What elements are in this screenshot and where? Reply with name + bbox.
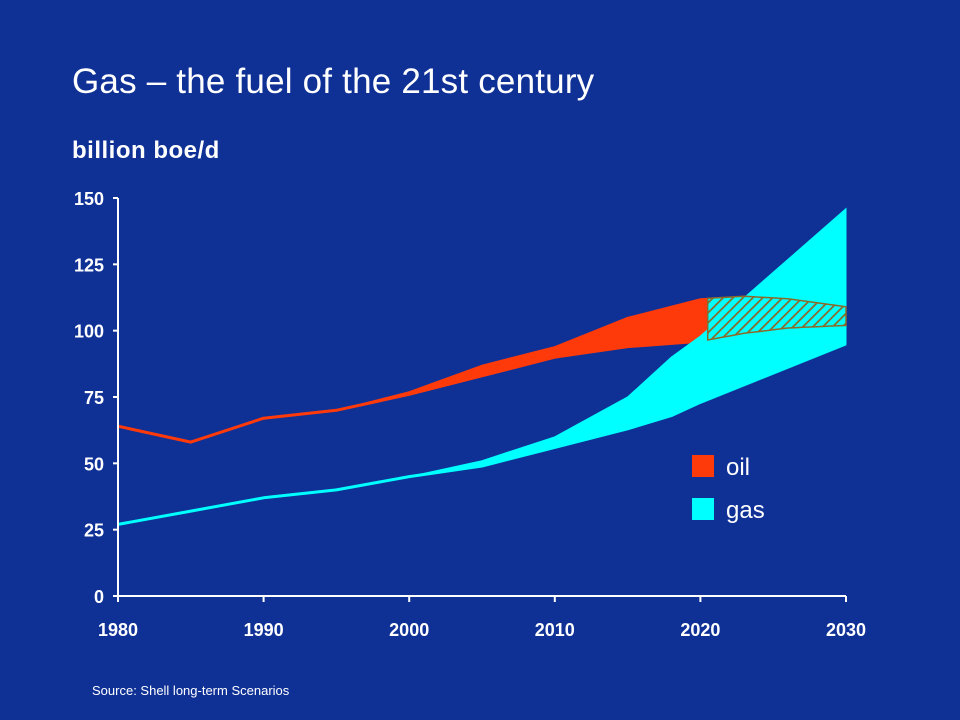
y-tick-label-25: 25 bbox=[84, 521, 104, 541]
x-tick-label-2030: 2030 bbox=[826, 620, 866, 640]
chart-title: Gas – the fuel of the 21st century bbox=[72, 62, 595, 101]
x-tick-label-1980: 1980 bbox=[98, 620, 138, 640]
x-tick-label-1990: 1990 bbox=[244, 620, 284, 640]
x-tick-label-2010: 2010 bbox=[535, 620, 575, 640]
legend: oil gas bbox=[692, 454, 765, 524]
overlap-hatch bbox=[706, 295, 847, 341]
source-note: Source: Shell long-term Scenarios bbox=[92, 683, 290, 698]
y-tick-label-50: 50 bbox=[84, 454, 104, 474]
plot-area bbox=[117, 207, 847, 526]
y-tick-label-0: 0 bbox=[94, 587, 104, 607]
x-tick-label-2000: 2000 bbox=[389, 620, 429, 640]
legend-label-gas: gas bbox=[726, 497, 765, 524]
axes: 0 25 50 75 100 125 150 1980 1990 2000 2010 2020 2030 bbox=[74, 189, 866, 640]
x-tick-label-2020: 2020 bbox=[680, 620, 720, 640]
legend-label-oil: oil bbox=[726, 454, 750, 481]
unit-label: billion boe/d bbox=[72, 137, 220, 164]
y-tick-label-100: 100 bbox=[74, 322, 104, 342]
y-tick-label-75: 75 bbox=[84, 388, 104, 408]
gas-line bbox=[117, 342, 847, 526]
y-tick-label-125: 125 bbox=[74, 255, 104, 275]
legend-swatch-gas bbox=[692, 498, 714, 520]
legend-swatch-oil bbox=[692, 455, 714, 477]
y-tick-label-150: 150 bbox=[74, 189, 104, 209]
